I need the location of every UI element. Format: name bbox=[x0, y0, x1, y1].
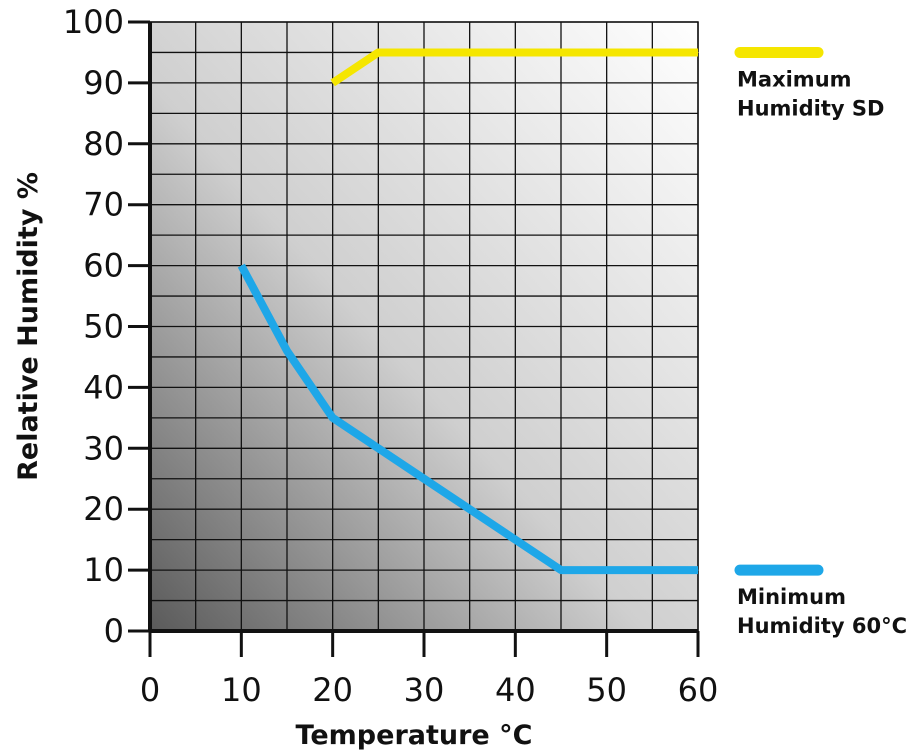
x-tick-label: 30 bbox=[404, 671, 445, 709]
x-tick-label: 40 bbox=[495, 671, 536, 709]
y-tick-label: 20 bbox=[83, 490, 124, 528]
y-tick-label: 80 bbox=[83, 125, 124, 163]
series-point bbox=[697, 569, 699, 571]
series bbox=[237, 48, 699, 575]
y-tick-label: 40 bbox=[83, 368, 124, 406]
series-point bbox=[240, 265, 242, 267]
x-tick-label: 10 bbox=[221, 671, 262, 709]
x-tick-label: 50 bbox=[586, 671, 627, 709]
x-axis-title: Temperature °C bbox=[296, 720, 533, 751]
y-tick-label: 30 bbox=[83, 429, 124, 467]
x-tick-label: 20 bbox=[312, 671, 353, 709]
y-tick-label: 60 bbox=[83, 247, 124, 285]
series-point bbox=[286, 350, 288, 352]
series-point bbox=[332, 417, 334, 419]
series-point bbox=[423, 478, 425, 480]
series-point bbox=[377, 447, 379, 449]
y-axis-title: Relative Humidity % bbox=[13, 172, 44, 481]
x-tick-label: 0 bbox=[140, 671, 160, 709]
grid-lines bbox=[149, 21, 699, 632]
series-point bbox=[514, 539, 516, 541]
y-tick-label: 10 bbox=[83, 551, 124, 589]
legend-label-1: Humidity SD bbox=[737, 96, 884, 120]
series-point bbox=[377, 51, 379, 53]
series-point bbox=[560, 569, 562, 571]
axes: 0 10 20 30 40 50 60 70 80 90 100 0 10 20 30 40 50 60 bbox=[63, 3, 718, 709]
legend-label-2: Minimum bbox=[737, 585, 846, 609]
x-tick-label: 60 bbox=[678, 671, 719, 709]
legend: Maximum Humidity SD Minimum Humidity 60°C bbox=[734, 46, 907, 638]
y-tick-label: 100 bbox=[63, 3, 124, 41]
series-point bbox=[469, 508, 471, 510]
legend-label-2: Humidity 60°C bbox=[737, 614, 907, 638]
series-point bbox=[697, 51, 699, 53]
y-tick-label: 90 bbox=[83, 64, 124, 102]
y-tick-label: 0 bbox=[104, 612, 124, 650]
y-tick-label: 70 bbox=[83, 186, 124, 224]
legend-label-1: Maximum bbox=[737, 67, 852, 91]
y-tick-label: 50 bbox=[83, 308, 124, 346]
series-point bbox=[332, 82, 334, 84]
